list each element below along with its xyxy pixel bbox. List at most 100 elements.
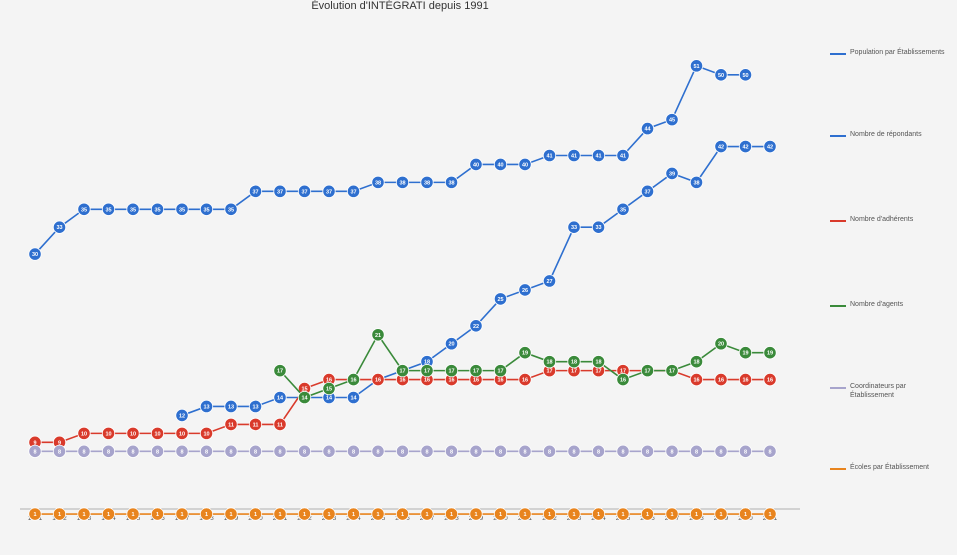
data-label: 38 — [375, 180, 381, 186]
data-point — [371, 444, 385, 458]
data-label: 18 — [546, 360, 552, 366]
data-point — [738, 507, 753, 521]
data-label: 14 — [350, 396, 357, 402]
data-label: 18 — [424, 360, 430, 366]
legend-swatch — [830, 135, 846, 137]
data-point — [518, 507, 532, 521]
data-label: 8 — [548, 449, 551, 455]
data-label: 25 — [497, 297, 503, 303]
data-label: 16 — [693, 378, 699, 384]
data-point — [150, 426, 165, 440]
data-label: 21 — [375, 333, 381, 339]
data-point — [273, 444, 287, 458]
series-group: 8 8 8 8 8 8 8 8 8 8 8 8 8 8 8 8 8 8 8 8 8 8 8 8 8 8 8 8 8 8 8 — [28, 444, 777, 458]
data-point — [469, 157, 483, 172]
data-label: 33 — [595, 225, 601, 231]
data-label: 45 — [669, 118, 675, 124]
data-label: 13 — [203, 404, 209, 410]
data-point — [175, 444, 189, 458]
data-point — [763, 346, 777, 360]
data-point — [273, 184, 287, 198]
data-label: 13 — [252, 404, 258, 410]
data-point — [371, 372, 385, 387]
legend-label: Coordinateurs par Établissement — [850, 383, 907, 399]
data-point — [297, 507, 312, 521]
data-point — [199, 426, 214, 440]
data-label: 19 — [767, 351, 773, 357]
data-point — [175, 507, 189, 521]
data-label: 1 — [450, 512, 453, 518]
data-label: 18 — [595, 360, 601, 366]
data-label: 11 — [228, 422, 234, 428]
data-point — [689, 444, 704, 458]
data-point — [322, 444, 336, 458]
data-label: 19 — [522, 351, 528, 357]
data-point — [714, 372, 728, 387]
data-label: 1 — [376, 512, 379, 518]
data-point — [591, 148, 606, 163]
data-point — [689, 175, 704, 189]
data-label: 19 — [742, 351, 748, 357]
data-label: 8 — [450, 449, 453, 455]
data-point — [126, 507, 140, 521]
data-point — [101, 426, 116, 440]
data-point — [714, 68, 728, 82]
data-label: 16 — [473, 378, 479, 384]
data-label: 37 — [350, 189, 356, 195]
data-point — [714, 337, 728, 351]
data-point — [616, 372, 630, 387]
data-label: 17 — [546, 369, 552, 375]
data-label: 10 — [154, 431, 160, 437]
data-label: 17 — [595, 369, 601, 375]
data-point — [273, 417, 287, 431]
data-label: 37 — [301, 189, 307, 195]
data-point — [395, 175, 410, 189]
data-point — [714, 507, 728, 521]
data-point — [763, 444, 777, 458]
data-point — [444, 175, 459, 189]
data-point — [322, 381, 336, 396]
data-point — [738, 372, 753, 387]
data-label: 26 — [522, 288, 528, 294]
data-label: 8 — [768, 449, 771, 455]
data-label: 33 — [571, 225, 577, 231]
data-label: 1 — [156, 512, 159, 518]
data-label: 1 — [695, 512, 698, 518]
data-label: 1 — [82, 512, 85, 518]
legend-swatch — [830, 53, 846, 55]
data-point — [420, 444, 434, 458]
data-label: 10 — [203, 431, 209, 437]
data-point — [126, 426, 140, 440]
data-point — [738, 444, 753, 458]
data-point — [126, 444, 140, 458]
data-point — [248, 507, 263, 521]
data-label: 8 — [646, 449, 649, 455]
data-label: 9 — [33, 440, 36, 446]
data-label: 1 — [352, 512, 355, 518]
data-label: 8 — [327, 449, 330, 455]
data-label: 17 — [424, 369, 430, 375]
data-point — [224, 202, 238, 216]
data-label: 8 — [621, 449, 624, 455]
data-label: 38 — [693, 180, 699, 186]
data-point — [150, 507, 165, 521]
data-point — [101, 202, 116, 216]
data-label: 10 — [179, 431, 185, 437]
data-label: 14 — [301, 396, 308, 402]
data-point — [322, 184, 336, 198]
data-point — [469, 364, 483, 378]
data-label: 1 — [670, 512, 673, 518]
data-label: 17 — [277, 369, 283, 375]
data-label: 17 — [497, 369, 503, 375]
data-point — [640, 364, 655, 378]
data-label: 8 — [229, 449, 232, 455]
data-point — [518, 283, 532, 297]
data-point — [542, 355, 557, 369]
data-label: 35 — [130, 207, 136, 213]
data-label: 8 — [695, 449, 698, 455]
data-label: 8 — [499, 449, 502, 455]
data-point — [567, 355, 581, 369]
data-label: 1 — [548, 512, 551, 518]
data-label: 1 — [229, 512, 232, 518]
